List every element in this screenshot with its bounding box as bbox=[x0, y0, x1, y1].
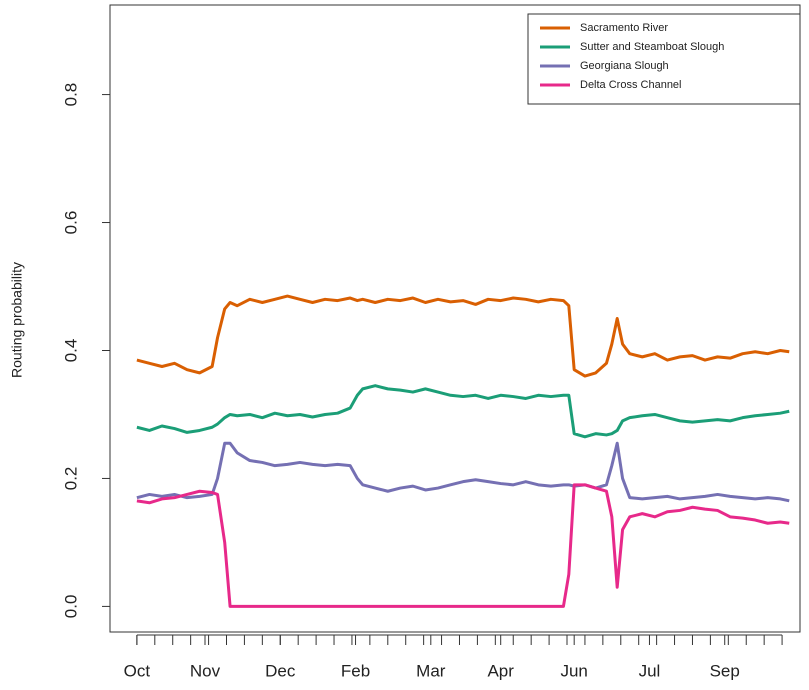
plot-frame bbox=[109, 4, 801, 633]
y-tick-label: 0.4 bbox=[61, 339, 80, 363]
y-axis-title: Routing probability bbox=[9, 262, 25, 378]
y-tick-label: 0.2 bbox=[61, 467, 80, 491]
series-line bbox=[136, 441, 790, 503]
y-tick-label: 0.0 bbox=[61, 595, 80, 619]
legend: Sacramento River Sutter and Steamboat Slo… bbox=[527, 13, 801, 105]
x-tick-label: Mar bbox=[416, 661, 446, 680]
y-tick-label: 0.6 bbox=[61, 211, 80, 235]
series-line bbox=[136, 294, 790, 378]
legend-label: Sutter and Steamboat Slough bbox=[580, 41, 724, 53]
x-tick-label: Feb bbox=[341, 661, 370, 680]
series-line bbox=[136, 483, 790, 608]
y-tick-label: 0.8 bbox=[61, 83, 80, 107]
legend-label: Delta Cross Channel bbox=[580, 79, 682, 91]
series-line bbox=[136, 384, 790, 439]
x-tick-label: Jul bbox=[639, 661, 661, 680]
x-tick-label: Jun bbox=[560, 661, 587, 680]
x-tick-label: Dec bbox=[265, 661, 296, 680]
x-tick-label: Oct bbox=[124, 661, 151, 680]
x-tick-label: Nov bbox=[190, 661, 221, 680]
legend-box bbox=[527, 13, 801, 105]
legend-label: Georgiana Slough bbox=[580, 60, 669, 72]
x-tick-label: Sep bbox=[710, 661, 740, 680]
legend-label: Sacramento River bbox=[580, 22, 668, 34]
x-tick-label: Apr bbox=[487, 661, 514, 680]
